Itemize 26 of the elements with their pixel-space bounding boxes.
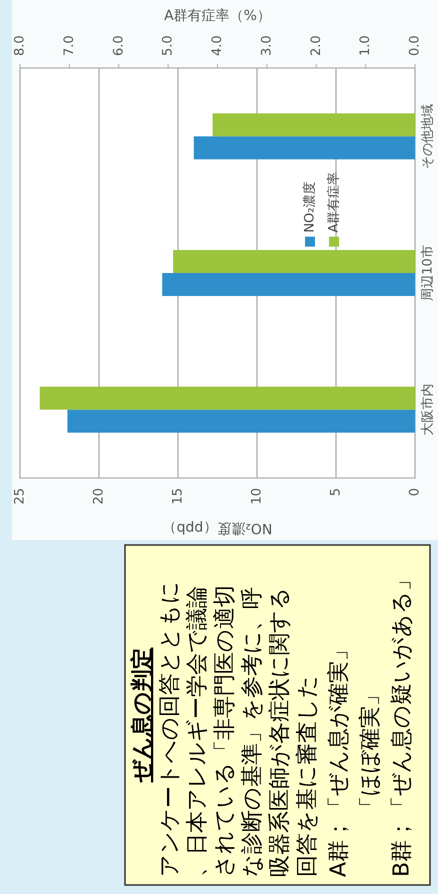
x2-tick-label: 3.0: [259, 35, 274, 56]
x-tick-label: 5: [328, 488, 344, 496]
x2-axis-title: A群有症率（%）: [164, 8, 271, 24]
x2-tick-label: 7.0: [62, 35, 77, 56]
x2-tick-label: 5.0: [160, 35, 176, 56]
x2-tick-label: 4.0: [210, 35, 226, 56]
text: A群；「ぜん息が確実」: [326, 638, 352, 877]
x-axis-title: NO₂濃度（ppb）: [162, 520, 272, 536]
x2-tick-label: 8.0: [12, 35, 28, 56]
y-tick-label: その他地域: [420, 104, 436, 169]
y-tick-label: 周辺10市: [420, 245, 436, 301]
text: 「ほぼ確実」: [358, 684, 383, 818]
x-tick-label: 20: [92, 488, 107, 505]
legend: NO₂濃度 A群有症率: [302, 172, 342, 247]
x-tick-label: 0: [408, 488, 423, 496]
x2-tick-label: 6.0: [111, 35, 126, 56]
y-tick-label: 大阪市内: [420, 384, 436, 436]
x-tick-label: 15: [170, 488, 186, 505]
text: アンケートへの回答とともに、日本アレルギー学会で議論されている「非専門医の適切な診断の基準」を参考に、呼吸器系医師が各症状に関する回答を基に審査した: [158, 581, 320, 877]
text: ぜん息の判定: [129, 648, 155, 784]
x2-tick-label: 0.0: [408, 35, 423, 56]
x-tick-label: 10: [250, 488, 265, 505]
x2-tick-label: 1.0: [358, 35, 374, 56]
x2-tick-label: 2.0: [308, 35, 324, 56]
text: B群；「ぜん息の疑いがある」: [390, 568, 414, 877]
x-tick-label: 25: [12, 488, 28, 505]
